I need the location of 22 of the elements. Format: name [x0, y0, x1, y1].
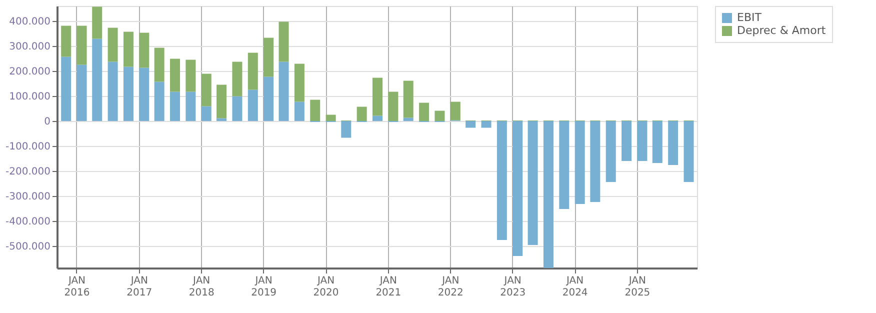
legend-label: Deprec & Amort: [737, 24, 826, 37]
x-tick-label: JAN 2023: [500, 276, 526, 298]
y-tick-label: -200.000: [6, 166, 50, 178]
y-tick-label: -100.000: [6, 142, 50, 152]
y-tick-label: 0: [44, 116, 50, 128]
y-tick-label: -400.000: [6, 216, 50, 228]
x-tick-label: JAN 2021: [376, 276, 402, 298]
x-tick-label: JAN 2018: [188, 276, 214, 298]
y-tick-label: -300.000: [6, 192, 50, 202]
x-tick-label: JAN 2022: [438, 276, 464, 298]
x-tick-label: JAN 2025: [624, 276, 650, 298]
x-tick-label: JAN 2019: [251, 276, 277, 298]
y-tick-label: -500.000: [6, 242, 50, 252]
y-tick-label: 200.000: [9, 66, 50, 78]
legend-label: EBIT: [737, 11, 762, 24]
y-tick-label: 300.000: [9, 42, 50, 52]
y-tick-label: 400.000: [9, 16, 50, 28]
y-tick-label: 100.000: [9, 92, 50, 102]
x-tick-label: JAN 2017: [126, 276, 152, 298]
x-tick-label: JAN 2024: [562, 276, 588, 298]
x-tick-label: JAN 2020: [313, 276, 339, 298]
x-tick-label: JAN 2016: [64, 276, 90, 298]
